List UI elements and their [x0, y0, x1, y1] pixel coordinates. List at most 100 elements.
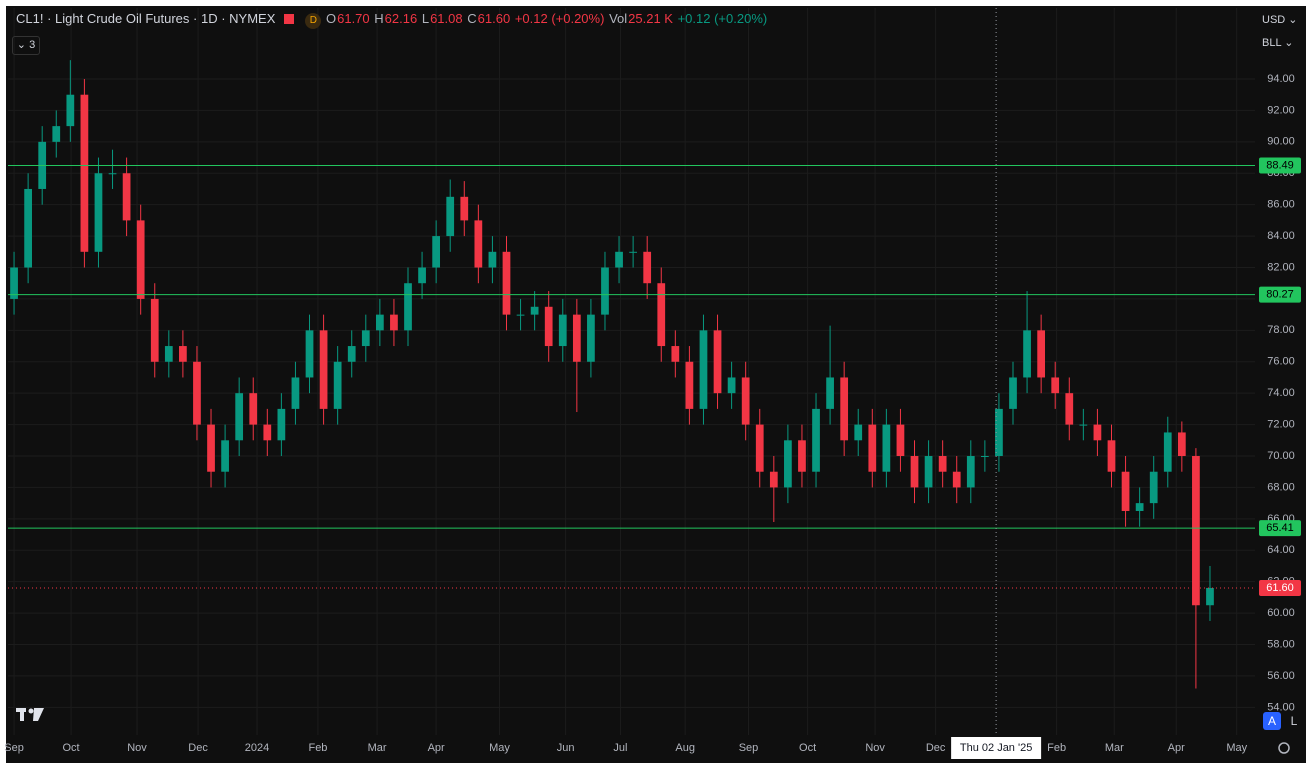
candle-body — [952, 471, 961, 488]
candle-body — [798, 440, 806, 472]
level-label: 80.27 — [1266, 289, 1294, 301]
y-tick-label: 82.00 — [1267, 261, 1295, 273]
candle-body — [249, 393, 258, 425]
y-tick-label: 84.00 — [1267, 230, 1295, 242]
candle-body — [812, 408, 820, 472]
candle-body — [1093, 424, 1102, 441]
level-label: 65.41 — [1266, 522, 1294, 534]
x-tick-label: May — [489, 742, 510, 754]
badge[interactable]: D — [305, 13, 322, 29]
candle-body — [741, 377, 750, 425]
x-tick-label: Nov — [865, 742, 885, 754]
grid: 54.0056.0058.0060.0062.0064.0066.0068.00… — [4, 8, 1295, 754]
candle-body — [1149, 471, 1158, 504]
candle-body — [1051, 377, 1060, 394]
candle-body — [558, 314, 567, 347]
candle-body — [980, 456, 989, 458]
candle-body — [910, 456, 919, 488]
ohlc-label: L — [421, 11, 430, 26]
candle-body — [122, 173, 131, 221]
x-tick-label: Apr — [428, 742, 445, 754]
candle-body — [136, 220, 145, 299]
candle-body — [10, 267, 18, 299]
unit-button[interactable]: BLL ⌄ — [1262, 37, 1294, 49]
y-tick-label: 64.00 — [1267, 544, 1295, 556]
candle-body — [601, 267, 609, 315]
x-tick-label: Oct — [62, 742, 79, 754]
candle-body — [1206, 587, 1214, 606]
candles — [10, 60, 1214, 689]
x-tick-label: Aug — [675, 742, 695, 754]
candle-body — [1121, 471, 1130, 511]
y-tick-label: 86.00 — [1267, 199, 1295, 211]
y-tick-label: 90.00 — [1267, 136, 1295, 148]
crosshair-label: Thu 02 Jan '25 — [960, 742, 1032, 754]
candle-body — [868, 424, 877, 472]
candle-body — [784, 440, 792, 488]
candle-body — [755, 424, 764, 472]
y-tick-label: 76.00 — [1267, 356, 1295, 368]
candle-body — [657, 283, 666, 347]
candle-body — [361, 330, 370, 347]
y-tick-label: 54.00 — [1267, 701, 1295, 713]
y-tick-label: 60.00 — [1267, 607, 1295, 619]
change: +0.12 (+0.20%) — [514, 11, 605, 26]
candle-body — [319, 330, 328, 409]
candle-body — [530, 306, 539, 315]
ohlc-value: 61.70 — [337, 11, 370, 26]
symbol-title[interactable]: CL1! · Light Crude Oil Futures · 1D · NY… — [16, 11, 276, 26]
auto-scale-button[interactable]: A — [1263, 712, 1281, 730]
indicators-toggle[interactable]: ⌄ 3 — [12, 36, 40, 55]
candle-body — [446, 196, 455, 237]
candle-body — [629, 251, 637, 253]
candle-body — [1079, 424, 1088, 426]
chart-background — [6, 6, 1306, 763]
x-tick-label: Sep — [4, 742, 24, 754]
ohlc-value: 61.60 — [477, 11, 511, 26]
candle-body — [685, 361, 694, 409]
candle-body — [277, 408, 286, 441]
y-tick-label: 58.00 — [1267, 638, 1295, 650]
x-tick-label: Mar — [368, 742, 387, 754]
candle-body — [1135, 503, 1144, 511]
candle-body — [938, 456, 947, 472]
candle-body — [1192, 456, 1200, 606]
candle-body — [80, 94, 89, 252]
x-tick-label: Sep — [739, 742, 759, 754]
candle-body — [333, 361, 342, 409]
log-scale-button[interactable]: L — [1290, 714, 1298, 728]
y-tick-label: 68.00 — [1267, 481, 1295, 493]
candle-body — [390, 314, 398, 331]
candle-body — [1009, 377, 1017, 409]
candle-body — [854, 424, 863, 441]
x-tick-label: Mar — [1105, 742, 1124, 754]
level-label-box — [1259, 286, 1301, 303]
candle-body — [924, 456, 933, 488]
crosshair-label-box — [951, 737, 1042, 759]
candle-body — [235, 393, 244, 441]
overlays: 88.49 80.27 65.41 61.60 Thu 02 Jan '25 — [8, 8, 1301, 759]
candle-body — [840, 377, 849, 441]
candle-body — [769, 471, 778, 488]
candle-body — [488, 251, 497, 268]
candle-body — [615, 251, 623, 268]
candle-body — [572, 314, 581, 362]
currency-button[interactable]: USD ⌄ — [1262, 14, 1298, 26]
x-tick-label: Feb — [308, 742, 327, 754]
candle-body — [164, 346, 173, 362]
candle-body — [263, 424, 272, 441]
y-tick-label: 70.00 — [1267, 450, 1295, 462]
y-tick-label: 56.00 — [1267, 670, 1295, 682]
candle-body — [544, 306, 553, 347]
y-tick-label: 94.00 — [1267, 73, 1295, 85]
candle-body — [995, 408, 1003, 457]
candle-body — [94, 173, 103, 252]
settings-icon[interactable] — [1278, 742, 1290, 754]
indicator-count: 3 — [29, 39, 36, 51]
candle-body — [52, 126, 61, 142]
candle-body — [727, 377, 736, 394]
x-tick-label: Nov — [127, 742, 147, 754]
candle-body — [1023, 330, 1031, 378]
flag-icon[interactable] — [284, 14, 295, 24]
